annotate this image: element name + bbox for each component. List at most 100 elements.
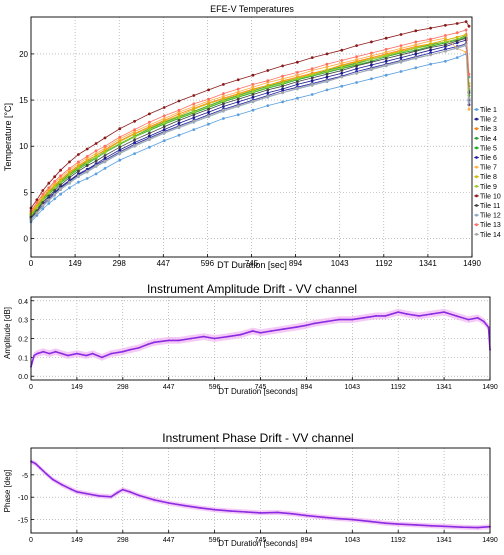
x-tick-label: 596 [209,537,221,544]
data-point [148,145,151,149]
series-tile-14 [29,43,471,221]
data-point [118,158,122,162]
data-point [94,172,98,176]
data-point [467,107,471,111]
amplitude-chart-title: Instrument Amplitude Drift - VV channel [147,282,357,296]
data-point [384,50,388,54]
data-point [133,143,137,147]
data-point [429,26,432,30]
data-point [222,92,225,95]
data-point [369,520,371,523]
x-tick-label: 298 [117,384,129,391]
y-tick-label: 5 [24,188,29,197]
data-point [340,84,344,88]
data-point [399,33,403,36]
data-point [281,64,284,68]
data-point [177,116,181,119]
x-tick-label: 0 [29,384,33,391]
data-point [133,132,137,136]
data-point [207,105,211,108]
data-point [464,20,468,23]
y-tick-label: -10 [18,495,28,502]
data-point [162,117,166,120]
data-point [207,114,211,118]
data-point [467,72,471,76]
data-point [153,341,156,344]
data-point [35,198,39,202]
data-point [85,147,89,151]
x-tick-label: 1341 [436,537,452,544]
data-point [236,90,240,94]
amplitude-chart-xlabel: DT Duration [seconds] [218,387,297,396]
y-tick-label: 0.2 [18,337,28,344]
legend: Tile 1 Tile 2 Tile 3 Tile 4 Tile 5 Tile 6 Tile… [474,107,501,239]
data-point [227,335,230,338]
data-point [148,131,151,135]
data-point [207,122,211,126]
legend-entry: Tile 13 [480,222,501,229]
data-point [68,167,71,170]
amplitude-chart-ylabel: Amplitude [dB] [3,307,12,359]
data-point [370,40,373,44]
data-point [251,330,254,332]
data-point [177,99,181,103]
data-point [325,65,329,69]
legend-marker [475,204,478,207]
legend-entry: Tile 1 [480,107,497,114]
data-point [338,517,340,520]
data-point [110,352,112,355]
data-point [192,94,196,97]
data-point [85,354,88,357]
data-point [177,125,181,129]
data-point [222,99,225,103]
data-point [467,96,471,100]
data-point [310,56,314,59]
data-point [177,121,181,125]
data-point [103,151,107,155]
data-point [222,108,225,112]
plot-frame [30,296,491,381]
data-point [370,51,373,55]
data-point [296,96,299,100]
data-point [429,37,432,41]
data-point [351,318,354,321]
data-point [162,131,166,134]
legend-marker [475,127,478,131]
data-point [476,316,479,319]
data-point [305,514,308,517]
data-point [190,337,193,340]
data-point [296,86,299,90]
y-tick-label: 0.3 [18,318,28,325]
data-point [85,177,89,180]
plot-frame [30,447,491,534]
data-point [415,524,417,526]
data-point [296,73,299,77]
data-point [68,186,71,190]
data-point [85,492,88,495]
data-point [305,324,308,327]
data-point [340,66,344,70]
x-tick-label: 894 [289,259,303,268]
x-tick-label: 447 [157,259,171,268]
data-point [325,62,329,66]
data-point [207,102,211,106]
x-tick-label: 1490 [482,384,498,391]
data-point [384,57,388,60]
legend-marker [475,232,478,236]
data-point [444,59,447,63]
data-point [202,335,205,338]
data-point [295,326,297,329]
data-point [178,339,180,342]
data-point [340,48,344,52]
data-point [148,137,151,141]
x-tick-label: 1192 [391,537,406,544]
data-point [148,120,151,124]
data-point [207,88,211,92]
data-point [103,136,107,140]
data-point [53,186,57,190]
data-point [370,77,373,81]
data-point [137,494,140,497]
data-point [355,55,358,59]
data-point [94,159,98,163]
data-point [41,192,45,196]
